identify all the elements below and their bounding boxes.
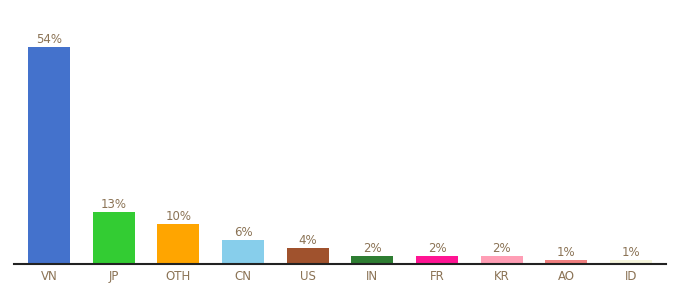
- Text: 1%: 1%: [622, 246, 640, 259]
- Text: 4%: 4%: [299, 234, 317, 247]
- Text: 2%: 2%: [428, 242, 446, 255]
- Text: 2%: 2%: [492, 242, 511, 255]
- Bar: [28, 47, 70, 264]
- Bar: [92, 212, 135, 264]
- Text: 6%: 6%: [234, 226, 252, 239]
- Bar: [545, 260, 588, 264]
- Text: 54%: 54%: [36, 33, 62, 46]
- Text: 2%: 2%: [363, 242, 381, 255]
- Bar: [481, 256, 523, 264]
- Bar: [352, 256, 393, 264]
- Bar: [610, 260, 652, 264]
- Text: 10%: 10%: [165, 210, 191, 223]
- Text: 1%: 1%: [557, 246, 575, 259]
- Bar: [222, 240, 264, 264]
- Bar: [287, 248, 328, 264]
- Bar: [416, 256, 458, 264]
- Bar: [157, 224, 199, 264]
- Text: 13%: 13%: [101, 198, 126, 211]
